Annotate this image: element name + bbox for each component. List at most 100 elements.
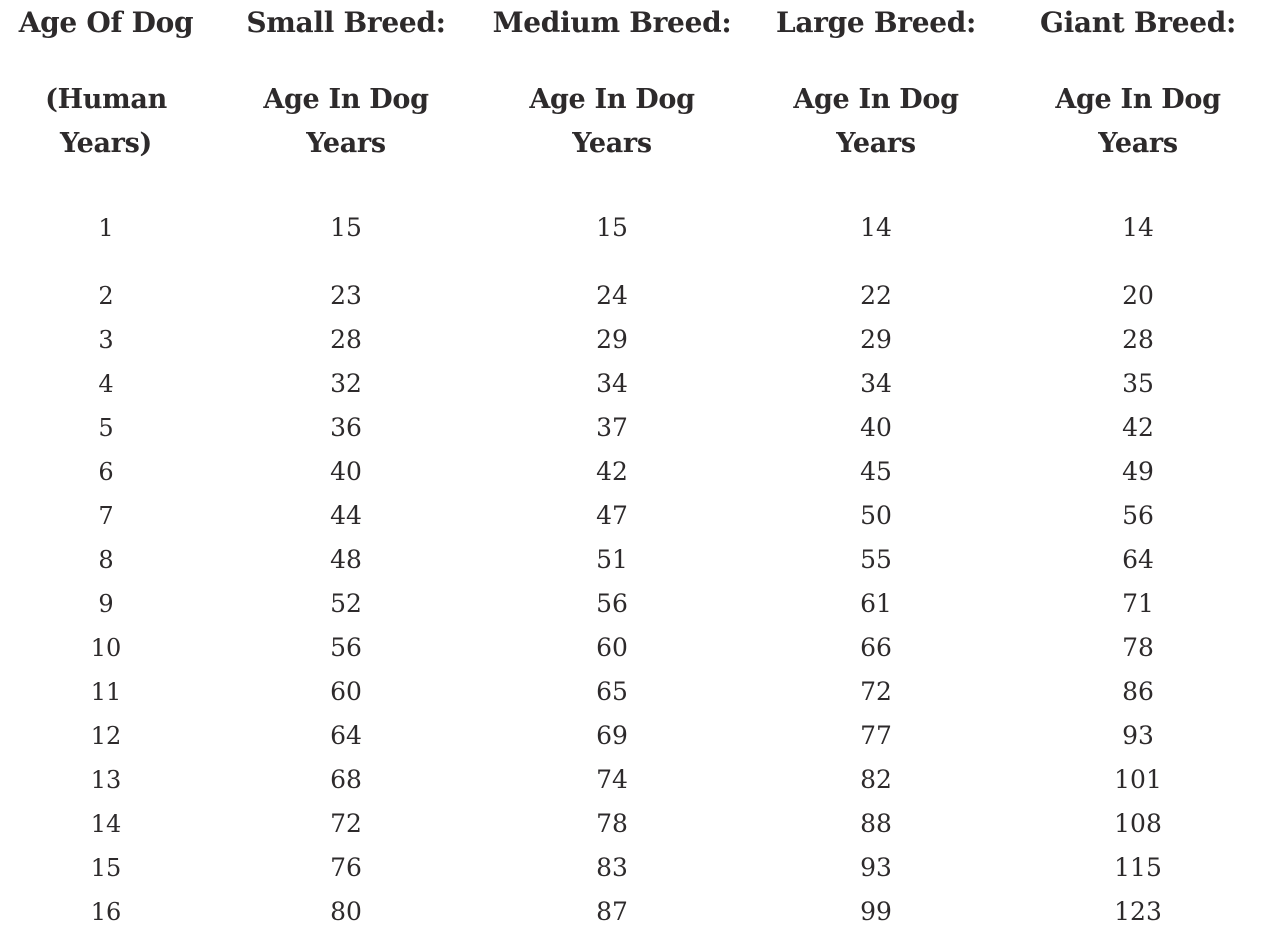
dog-years-cell: 32 (330, 369, 362, 398)
column-header-small-breed: Small Breed: Age In Dog Years (212, 6, 480, 166)
table-row: 8 48 51 55 64 (0, 538, 1268, 582)
dog-years-cell: 37 (596, 413, 628, 442)
dog-years-cell: 20 (1122, 281, 1154, 310)
age-cell: 10 (90, 634, 122, 662)
dog-years-cell: 15 (596, 213, 628, 242)
dog-years-cell: 69 (596, 721, 628, 750)
column-subtitle-line2: Years (572, 128, 652, 159)
dog-years-cell: 28 (1122, 325, 1154, 354)
dog-years-cell: 74 (596, 765, 628, 794)
dog-years-cell: 28 (330, 325, 362, 354)
dog-years-cell: 78 (596, 809, 628, 838)
table-row: 2 23 24 22 20 (0, 274, 1268, 318)
table-header-row: Age Of Dog (Human Years) Small Breed: Ag… (0, 0, 1268, 166)
dog-years-cell: 87 (596, 897, 628, 926)
column-title: Small Breed: (246, 6, 446, 39)
age-cell: 12 (90, 722, 122, 750)
dog-years-cell: 64 (330, 721, 362, 750)
dog-years-cell: 47 (596, 501, 628, 530)
dog-years-cell: 60 (596, 633, 628, 662)
dog-years-cell: 55 (860, 545, 892, 574)
table-row: 5 36 37 40 42 (0, 406, 1268, 450)
table-body: 1 15 15 14 14 2 23 24 22 20 3 28 29 29 28 4 32 34 34 35 5 36 3… (0, 206, 1268, 932)
dog-years-cell: 76 (330, 853, 362, 882)
column-subtitle-line2: Years) (59, 128, 152, 159)
dog-years-cell: 68 (330, 765, 362, 794)
dog-years-cell: 48 (330, 545, 362, 574)
column-title: Age Of Dog (18, 6, 194, 39)
dog-years-cell: 108 (1114, 809, 1162, 838)
dog-years-cell: 14 (860, 213, 892, 242)
dog-years-cell: 34 (596, 369, 628, 398)
column-header-giant-breed: Giant Breed: Age In Dog Years (1008, 6, 1268, 166)
dog-years-cell: 78 (1122, 633, 1154, 662)
dog-years-cell: 72 (860, 677, 892, 706)
dog-years-cell: 23 (330, 281, 362, 310)
column-subtitle-line2: Years (306, 128, 386, 159)
age-cell: 6 (98, 458, 114, 486)
dog-years-cell: 88 (860, 809, 892, 838)
column-subtitle-line1: (Human (45, 84, 167, 115)
age-cell: 15 (90, 854, 122, 882)
dog-years-cell: 64 (1122, 545, 1154, 574)
column-header-medium-breed: Medium Breed: Age In Dog Years (480, 6, 744, 166)
column-subtitle-line2: Years (836, 128, 916, 159)
table-row: 9 52 56 61 71 (0, 582, 1268, 626)
dog-years-cell: 44 (330, 501, 362, 530)
dog-years-cell: 80 (330, 897, 362, 926)
column-subtitle-line2: Years (1098, 128, 1178, 159)
dog-years-cell: 61 (860, 589, 892, 618)
table-row: 11 60 65 72 86 (0, 670, 1268, 714)
dog-years-cell: 99 (860, 897, 892, 926)
dog-years-cell: 52 (330, 589, 362, 618)
dog-years-cell: 42 (1122, 413, 1154, 442)
table-row: 4 32 34 34 35 (0, 362, 1268, 406)
dog-years-cell: 50 (860, 501, 892, 530)
dog-years-cell: 72 (330, 809, 362, 838)
column-header-large-breed: Large Breed: Age In Dog Years (744, 6, 1008, 166)
table-row: 1 15 15 14 14 (0, 206, 1268, 254)
dog-years-cell: 115 (1114, 853, 1162, 882)
age-cell: 16 (90, 898, 122, 926)
age-cell: 1 (98, 214, 114, 242)
table-row: 16 80 87 99 123 (0, 890, 1268, 932)
age-cell: 7 (98, 502, 114, 530)
column-subtitle-line1: Age In Dog (529, 84, 695, 115)
dog-years-cell: 24 (596, 281, 628, 310)
dog-years-cell: 29 (596, 325, 628, 354)
dog-years-cell: 77 (860, 721, 892, 750)
column-subtitle-line1: Age In Dog (1055, 84, 1221, 115)
table-row: 6 40 42 45 49 (0, 450, 1268, 494)
dog-years-cell: 51 (596, 545, 628, 574)
dog-years-cell: 15 (330, 213, 362, 242)
column-title: Medium Breed: (492, 6, 732, 39)
age-cell: 9 (98, 590, 114, 618)
dog-years-cell: 56 (596, 589, 628, 618)
age-cell: 8 (98, 546, 114, 574)
column-title: Large Breed: (775, 6, 977, 39)
age-cell: 5 (98, 414, 114, 442)
column-subtitle-line1: Age In Dog (793, 84, 959, 115)
dog-years-cell: 93 (860, 853, 892, 882)
dog-years-cell: 56 (1122, 501, 1154, 530)
dog-years-cell: 29 (860, 325, 892, 354)
dog-years-cell: 101 (1114, 765, 1162, 794)
age-cell: 13 (90, 766, 122, 794)
age-cell: 2 (98, 282, 114, 310)
dog-years-cell: 22 (860, 281, 892, 310)
dog-years-cell: 93 (1122, 721, 1154, 750)
dog-years-cell: 56 (330, 633, 362, 662)
age-cell: 4 (98, 370, 114, 398)
dog-years-cell: 71 (1122, 589, 1154, 618)
dog-years-cell: 82 (860, 765, 892, 794)
dog-years-cell: 49 (1122, 457, 1154, 486)
dog-years-cell: 34 (860, 369, 892, 398)
column-header-age: Age Of Dog (Human Years) (0, 6, 212, 166)
dog-years-cell: 35 (1122, 369, 1154, 398)
dog-years-cell: 45 (860, 457, 892, 486)
dog-years-cell: 60 (330, 677, 362, 706)
dog-years-cell: 42 (596, 457, 628, 486)
dog-years-cell: 40 (330, 457, 362, 486)
dog-years-cell: 36 (330, 413, 362, 442)
